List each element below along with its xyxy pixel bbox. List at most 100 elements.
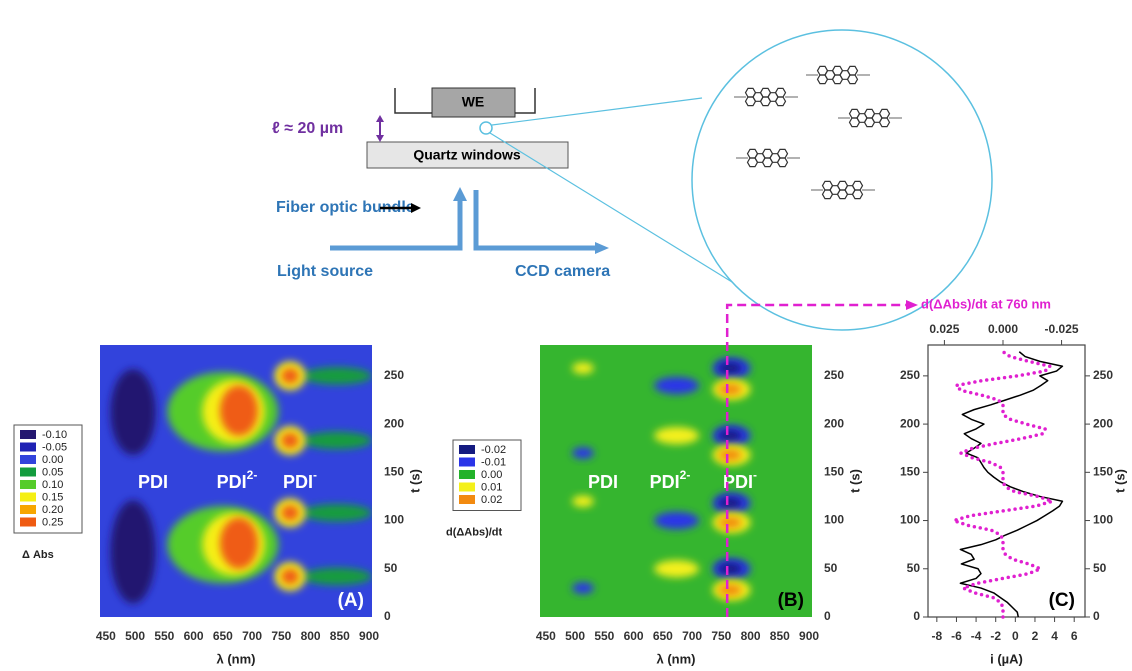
colorbar-swatch: [20, 467, 36, 477]
x-axis-label: λ (nm): [217, 651, 256, 666]
feature: [718, 362, 742, 374]
feature: [718, 449, 742, 461]
y-tick-label: 150: [384, 464, 404, 478]
y-tick-label: 0: [824, 609, 831, 623]
zoom-circle: [691, 29, 993, 331]
colorbar-label: 0.25: [42, 516, 63, 528]
colorbar-label: 0.02: [481, 494, 502, 506]
arrow-head: [453, 187, 467, 201]
y-tick-label: 50: [824, 561, 838, 575]
feature: [718, 562, 742, 575]
x-tick-label: -4: [971, 629, 982, 643]
x-tick-label: 900: [799, 629, 819, 643]
colorbar-label: 0.05: [42, 466, 63, 478]
feature: [301, 567, 372, 586]
colorbar-swatch: [459, 482, 475, 492]
x-tick-label: 550: [594, 629, 614, 643]
y-tick-label: 50: [1093, 561, 1107, 575]
y-tick-label: 150: [1093, 464, 1113, 478]
feature: [654, 511, 700, 530]
x-tick-label: 800: [301, 629, 321, 643]
x2-tick-label: 0.000: [988, 322, 1018, 336]
x-tick-label: 850: [770, 629, 790, 643]
colorbar-swatch: [20, 505, 36, 514]
species-label: PDI: [138, 472, 168, 492]
species-name: PDI: [650, 472, 680, 492]
guide-line: [725, 303, 907, 617]
x-tick-label: 550: [154, 629, 174, 643]
feature: [718, 497, 742, 509]
x-axis-label: λ (nm): [657, 651, 696, 666]
x-tick-label: 700: [682, 629, 702, 643]
feature: [301, 431, 372, 450]
heatmap-layer: [110, 361, 372, 604]
x-tick-label: 700: [242, 629, 262, 643]
x-tick-label: 450: [96, 629, 116, 643]
species-charge: -: [753, 468, 757, 482]
x2-tick-label: 0.025: [929, 322, 959, 336]
y-tick-label: 100: [900, 513, 920, 527]
x-tick-label: 500: [125, 629, 145, 643]
y-tick-label: 150: [900, 464, 920, 478]
feature: [654, 376, 700, 395]
x-tick-label: 450: [536, 629, 556, 643]
colorbar-label: 0.15: [42, 491, 63, 503]
feature: [301, 367, 372, 385]
colorbar-label: -0.01: [481, 456, 506, 468]
plot-frame: [927, 344, 1086, 618]
x-axis-label: i (µA): [990, 651, 1023, 666]
detector-label: CCD camera: [515, 263, 610, 280]
panel-label: (A): [338, 590, 364, 611]
y-tick-label: 100: [384, 513, 404, 527]
zoom-line: [489, 132, 733, 283]
species-name: PDI: [138, 472, 168, 492]
feature: [718, 516, 742, 529]
y-axis-label: t (s): [407, 469, 422, 493]
guide-label: d(ΔAbs)/dt at 760 nm: [921, 296, 1051, 311]
panel-label: (B): [778, 590, 804, 611]
x-tick-label: -6: [951, 629, 962, 643]
species-label: PDI2-: [650, 468, 691, 492]
colorbar-swatch: [20, 517, 36, 527]
arrow-head: [411, 203, 421, 213]
species-name: PDI: [283, 472, 313, 492]
y-tick-label: 0: [913, 609, 920, 623]
arrow-head: [595, 242, 609, 254]
feature: [654, 426, 700, 445]
y-tick-label: 50: [907, 561, 921, 575]
feature: [281, 568, 299, 585]
y-tick-label: 200: [1093, 416, 1113, 430]
fiber-label: Fiber optic bundle: [276, 199, 415, 216]
y-tick-label: 200: [900, 416, 920, 430]
x-tick-label: 900: [359, 629, 379, 643]
colorbar-label: -0.02: [481, 444, 506, 456]
colorbar-swatch: [459, 445, 475, 454]
electrode: [431, 87, 516, 118]
zoom-line: [491, 97, 703, 126]
x-tick-label: 600: [624, 629, 644, 643]
x-tick-label: 800: [741, 629, 761, 643]
feature: [110, 500, 156, 604]
zoom-spot: [479, 121, 493, 135]
x-tick-label: 600: [184, 629, 204, 643]
species-name: PDI: [723, 472, 753, 492]
x-tick-label: -8: [931, 629, 942, 643]
colorbar-swatch: [459, 457, 475, 467]
feature: [281, 505, 299, 521]
x-tick-label: 4: [1051, 629, 1058, 643]
feature: [281, 432, 299, 449]
electrode-label: WE: [462, 94, 485, 110]
colorbar-label: 0.20: [42, 504, 63, 516]
colorbar-swatch: [20, 442, 36, 452]
feature: [572, 582, 594, 594]
species-label: PDI-: [723, 468, 757, 492]
species-label: PDI-: [283, 468, 317, 492]
x-tick-label: 750: [271, 629, 291, 643]
guide-arrow: [906, 300, 918, 310]
colorbar-title: Δ Abs: [22, 549, 54, 561]
colorbar-swatch: [20, 455, 36, 464]
feature: [301, 504, 372, 522]
